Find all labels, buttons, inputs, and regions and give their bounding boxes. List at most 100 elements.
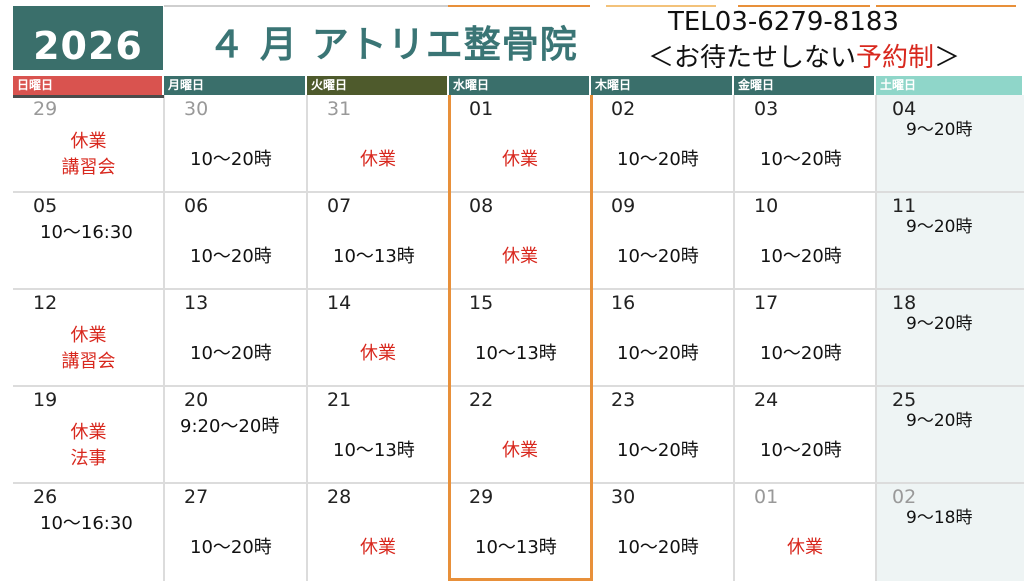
year-badge: 2026 bbox=[13, 6, 163, 70]
calendar-day: 24 10～20時 bbox=[734, 386, 876, 483]
business-hours: 10～16:30 bbox=[40, 222, 133, 243]
day-number: 28 bbox=[327, 486, 352, 508]
top-border-stub bbox=[738, 0, 870, 7]
day-number: 30 bbox=[611, 486, 636, 508]
business-hours: 10～20時 bbox=[760, 440, 842, 461]
weekday-header-cell: 火曜日 bbox=[307, 76, 447, 95]
day-number: 18 bbox=[892, 292, 917, 314]
calendar-day: 17 10～20時 bbox=[734, 289, 876, 386]
calendar-day: 22 休業 bbox=[449, 386, 591, 483]
day-number: 05 bbox=[33, 195, 58, 217]
day-number: 06 bbox=[184, 195, 209, 217]
closed-label: 休業 bbox=[360, 537, 396, 558]
top-border-stub bbox=[164, 0, 448, 7]
business-hours: 9～18時 bbox=[906, 508, 973, 528]
day-number: 21 bbox=[327, 389, 352, 411]
calendar-day: 07 10～13時 bbox=[307, 192, 449, 289]
calendar-day: 23 10～20時 bbox=[591, 386, 734, 483]
business-hours: 10～16:30 bbox=[40, 513, 133, 534]
business-hours: 9～20時 bbox=[906, 314, 973, 334]
day-number: 23 bbox=[611, 389, 636, 411]
calendar-day: 14 休業 bbox=[307, 289, 449, 386]
calendar-day: 03 10～20時 bbox=[734, 95, 876, 192]
calendar-day: 29 休業 講習会 bbox=[13, 95, 164, 192]
calendar-day: 25 9～20時 bbox=[876, 386, 1024, 483]
sunday-underline bbox=[13, 95, 164, 98]
day-number: 29 bbox=[469, 486, 494, 508]
day-number: 16 bbox=[611, 292, 636, 314]
phone-number: TEL03-6279-8183 bbox=[668, 7, 899, 37]
calendar-day: 21 10～13時 bbox=[307, 386, 449, 483]
business-hours: 10～20時 bbox=[190, 537, 272, 558]
calendar-day: 10 10～20時 bbox=[734, 192, 876, 289]
weekday-header-cell: 日曜日 bbox=[13, 76, 162, 95]
closed-label: 休業 bbox=[502, 440, 538, 461]
business-hours: 10～13時 bbox=[333, 440, 415, 461]
calendar-day: 19 休業法事 bbox=[13, 386, 164, 483]
day-number: 17 bbox=[754, 292, 779, 314]
closed-label: 休業 bbox=[70, 422, 107, 443]
calendar-day: 31 休業 bbox=[307, 95, 449, 192]
business-hours: 10～20時 bbox=[760, 246, 842, 267]
day-number: 26 bbox=[33, 486, 58, 508]
weekday-header-cell: 月曜日 bbox=[164, 76, 305, 95]
business-hours: 10～20時 bbox=[617, 343, 699, 364]
calendar-day: 26 10～16:30 bbox=[13, 483, 164, 580]
closed-label: 休業 bbox=[360, 343, 396, 364]
calendar-day: 04 9～20時 bbox=[876, 95, 1024, 192]
calendar-grid: 29 休業 講習会 30 10～20時 31 休業 01 休業 02 10～20時 03 10～20時 0… bbox=[13, 95, 1024, 581]
closed-label: 休業 bbox=[502, 246, 538, 267]
day-number: 08 bbox=[469, 195, 494, 217]
calendar-day: 02 10～20時 bbox=[591, 95, 734, 192]
day-number: 20 bbox=[184, 389, 209, 411]
closed-label: 休業 bbox=[502, 149, 538, 170]
day-number: 02 bbox=[611, 98, 636, 120]
accent-border bbox=[448, 95, 451, 581]
calendar-day: 13 10～20時 bbox=[164, 289, 307, 386]
day-number: 07 bbox=[327, 195, 352, 217]
day-number: 19 bbox=[33, 389, 58, 411]
day-number: 15 bbox=[469, 292, 494, 314]
business-hours: 9～20時 bbox=[906, 120, 973, 140]
calendar-day: 20 9:20～20時 bbox=[164, 386, 307, 483]
weekday-header-cell: 金曜日 bbox=[734, 76, 874, 95]
grid-divider bbox=[163, 95, 165, 581]
closed-reason: 法事 bbox=[70, 448, 107, 469]
day-number: 12 bbox=[33, 292, 58, 314]
business-hours: 9～20時 bbox=[906, 411, 973, 431]
day-number: 04 bbox=[892, 98, 917, 120]
business-hours: 9:20～20時 bbox=[180, 416, 280, 437]
closed-label: 休業 bbox=[360, 149, 396, 170]
calendar-day: 27 10～20時 bbox=[164, 483, 307, 580]
calendar-day: 05 10～16:30 bbox=[13, 192, 164, 289]
top-border-stub bbox=[448, 0, 590, 7]
business-hours: 10～20時 bbox=[760, 343, 842, 364]
year-text: 2026 bbox=[33, 24, 143, 68]
day-number: 22 bbox=[469, 389, 494, 411]
calendar-day: 15 10～13時 bbox=[449, 289, 591, 386]
business-hours: 10～13時 bbox=[333, 246, 415, 267]
business-hours: 10～20時 bbox=[617, 246, 699, 267]
accent-border bbox=[590, 95, 593, 581]
calendar-day: 02 9～18時 bbox=[876, 483, 1024, 580]
tagline: ＜お待たせしない予約制＞ bbox=[648, 37, 960, 74]
calendar-day: 18 9～20時 bbox=[876, 289, 1024, 386]
calendar-day: 12 休業 講習会 bbox=[13, 289, 164, 386]
grid-divider bbox=[13, 288, 1024, 290]
top-border-stub bbox=[876, 0, 1016, 7]
day-number: 29 bbox=[33, 98, 58, 120]
grid-divider bbox=[875, 95, 877, 581]
business-hours: 10～20時 bbox=[190, 343, 272, 364]
calendar-day: 30 10～20時 bbox=[164, 95, 307, 192]
weekday-header-cell: 木曜日 bbox=[591, 76, 732, 95]
closed-reason: 講習会 bbox=[61, 351, 116, 372]
day-number: 13 bbox=[184, 292, 209, 314]
grid-divider bbox=[733, 95, 735, 581]
business-hours: 9～20時 bbox=[906, 217, 973, 237]
calendar-day: 08 休業 bbox=[449, 192, 591, 289]
day-number: 11 bbox=[892, 195, 917, 217]
day-number: 14 bbox=[327, 292, 352, 314]
day-number: 31 bbox=[327, 98, 352, 120]
top-border-stub bbox=[606, 0, 716, 7]
calendar-day: 01 休業 bbox=[449, 95, 591, 192]
